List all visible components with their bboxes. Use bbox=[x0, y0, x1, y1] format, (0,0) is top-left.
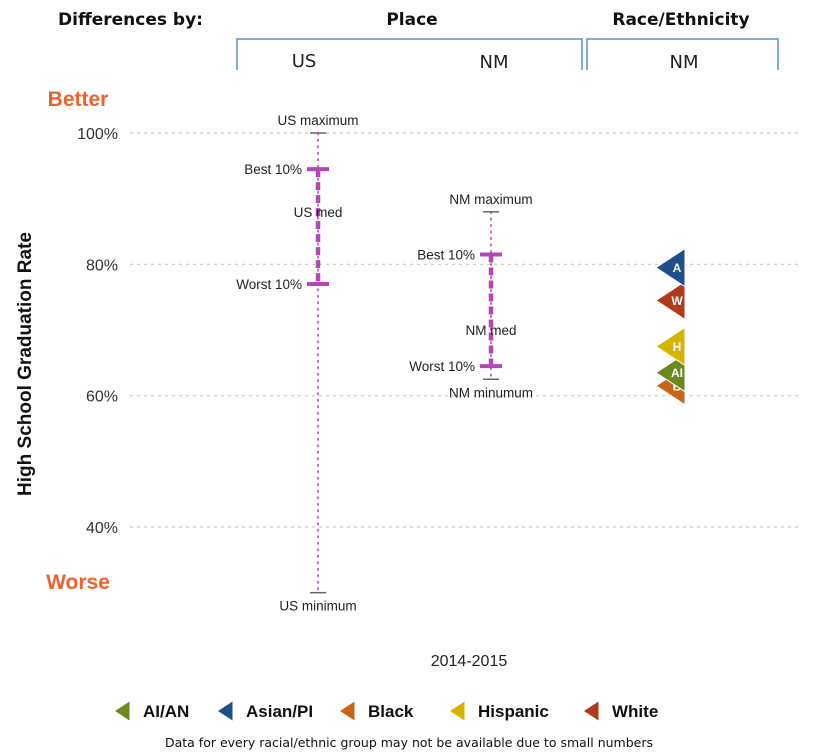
differences-by-label: Differences by: bbox=[58, 10, 203, 30]
race-markers: BAIHWA bbox=[655, 247, 686, 406]
legend-item-w: White bbox=[584, 701, 658, 721]
legend-label: Black bbox=[368, 702, 414, 721]
race-ethnicity-header: Race/Ethnicity bbox=[612, 10, 749, 30]
legend-swatch bbox=[584, 701, 599, 721]
race-bracket bbox=[586, 38, 779, 70]
place-header: Place bbox=[386, 10, 437, 30]
legend-swatch bbox=[218, 701, 233, 721]
legend: AI/AN Asian/PI Black Hispanic White bbox=[115, 701, 658, 721]
legend-swatch bbox=[115, 701, 130, 721]
legend-item-b: Black bbox=[340, 701, 414, 721]
better-label: Better bbox=[48, 88, 109, 111]
min-label: NM minumum bbox=[449, 385, 533, 400]
y-tick-label: 80% bbox=[86, 257, 118, 274]
group-label-nm-race: NM bbox=[670, 52, 699, 73]
marker-w: W bbox=[655, 280, 686, 321]
place-bracket bbox=[236, 38, 583, 70]
footnote: Data for every racial/ethnic group may n… bbox=[165, 735, 653, 750]
marker-ai: AI bbox=[655, 352, 686, 393]
median-label: US med bbox=[294, 205, 343, 220]
y-tick-label: 40% bbox=[86, 520, 118, 537]
marker-letter: W bbox=[671, 294, 683, 308]
legend-label: AI/AN bbox=[143, 702, 189, 721]
group-label-nm-place: NM bbox=[480, 52, 509, 73]
marker-triangle bbox=[655, 280, 686, 321]
gridlines: 40% 60% 80% 100% bbox=[77, 126, 800, 537]
legend-label: White bbox=[612, 702, 658, 721]
marker-triangle bbox=[655, 326, 686, 367]
range-bars: US maximum Best 10% US med Worst 10% US mini… bbox=[236, 113, 533, 614]
max-label: US maximum bbox=[277, 113, 358, 128]
marker-triangle bbox=[655, 247, 686, 288]
range-nm: NM maximum Best 10% NM med Worst 10% NM minu… bbox=[409, 192, 533, 400]
y-axis-label: High School Graduation Rate bbox=[15, 232, 36, 496]
worst-10-label: Worst 10% bbox=[236, 277, 302, 292]
legend-item-h: Hispanic bbox=[450, 701, 549, 721]
legend-swatch bbox=[340, 701, 355, 721]
worse-label: Worse bbox=[46, 571, 110, 594]
group-label-us: US bbox=[292, 51, 317, 72]
legend-item-ai: AI/AN bbox=[115, 701, 189, 721]
best-10-label: Best 10% bbox=[417, 247, 475, 262]
y-tick-label: 60% bbox=[86, 389, 118, 406]
marker-letter: AI bbox=[671, 366, 683, 380]
marker-letter: A bbox=[673, 261, 682, 275]
x-axis-label: 2014-2015 bbox=[431, 653, 508, 670]
y-tick-label: 100% bbox=[77, 126, 118, 143]
max-label: NM maximum bbox=[449, 192, 532, 207]
legend-label: Asian/PI bbox=[246, 702, 313, 721]
marker-letter: H bbox=[673, 340, 682, 354]
marker-a: A bbox=[655, 247, 686, 288]
legend-item-a: Asian/PI bbox=[218, 701, 313, 721]
min-label: US minimum bbox=[279, 599, 356, 614]
legend-label: Hispanic bbox=[478, 702, 549, 721]
median-label: NM med bbox=[465, 323, 516, 338]
best-10-label: Best 10% bbox=[244, 162, 302, 177]
marker-triangle bbox=[655, 352, 686, 393]
legend-swatch bbox=[450, 701, 465, 721]
range-us: US maximum Best 10% US med Worst 10% US mini… bbox=[236, 113, 358, 614]
worst-10-label: Worst 10% bbox=[409, 359, 475, 374]
marker-h: H bbox=[655, 326, 686, 367]
